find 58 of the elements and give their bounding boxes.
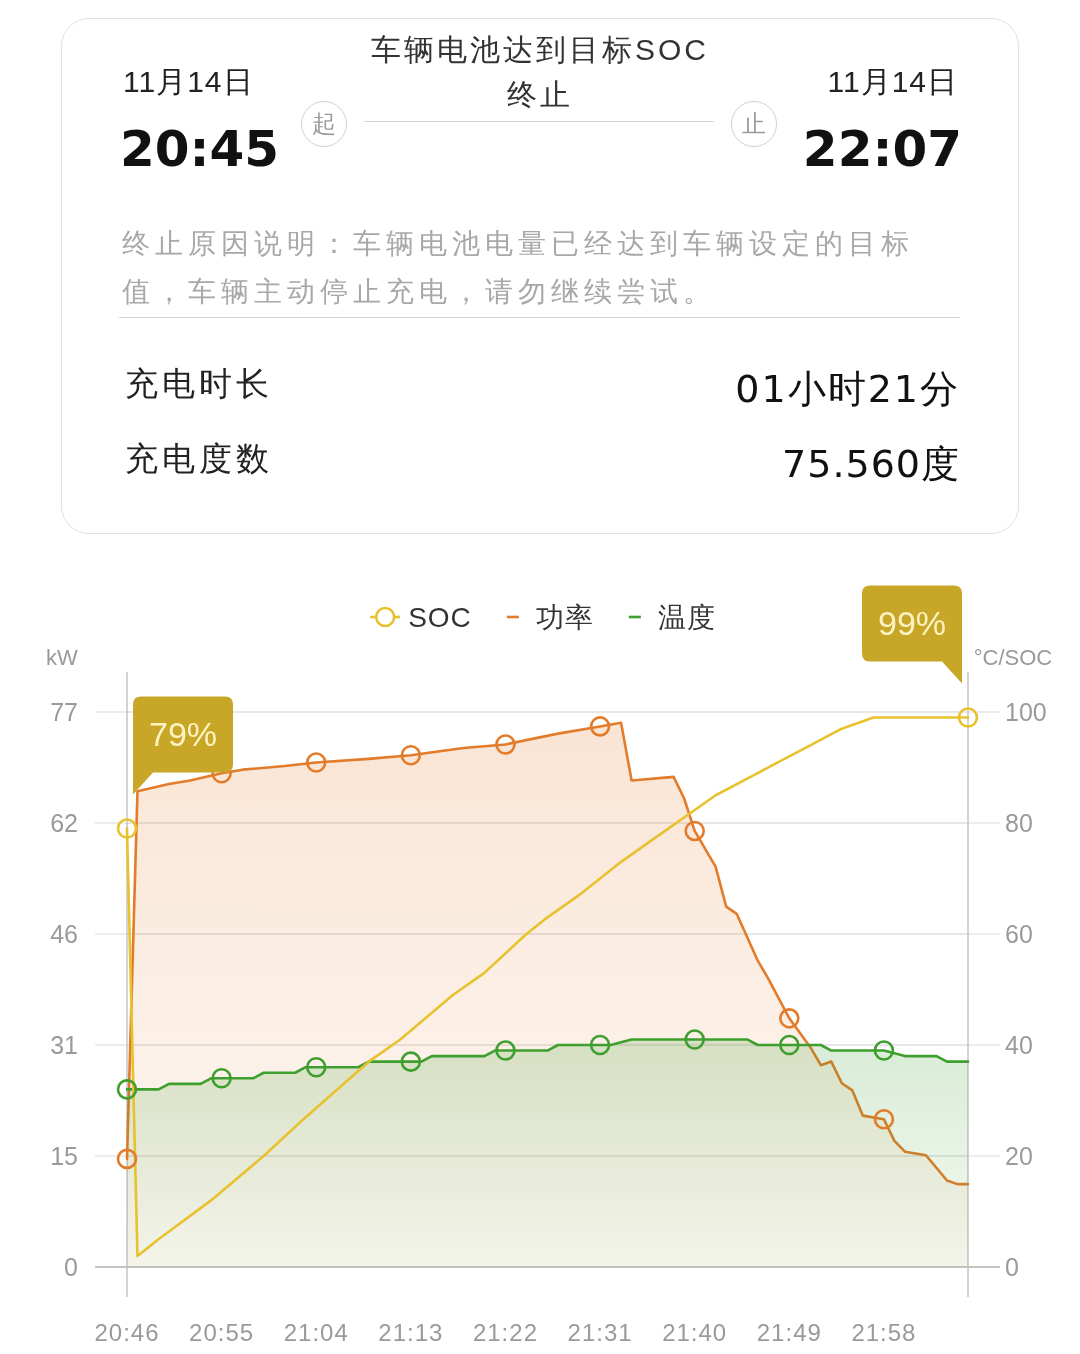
point — [779, 1008, 800, 1029]
point — [589, 716, 611, 737]
point — [116, 1148, 138, 1170]
point — [684, 1029, 705, 1050]
text: 车辆电池达到目标SOC终止 — [370, 32, 710, 113]
text: 起 — [301, 101, 347, 147]
y2-tick-label: 20 — [1005, 1141, 1033, 1170]
point — [305, 1056, 327, 1078]
x-tick-label: 21:58 — [851, 1319, 917, 1347]
x-tick-label: 20:55 — [189, 1319, 255, 1347]
text: 11月14日 — [827, 64, 958, 100]
annotation: 79% — [148, 715, 218, 754]
y2-tick-label: 40 — [1005, 1030, 1033, 1059]
point — [684, 820, 705, 842]
legend-label: 温度 — [657, 601, 716, 633]
x-tick-label: 21:22 — [472, 1319, 538, 1347]
point — [873, 1040, 895, 1061]
legend-label: 功率 — [535, 601, 594, 633]
text: 20:45 — [120, 119, 280, 179]
y-tick-label: 31 — [50, 1030, 78, 1059]
point — [305, 752, 327, 773]
point — [400, 1051, 422, 1072]
text: 终止原因说明：车辆电池电量已经达到车辆设定的目标值，车辆主动停止充电，请勿继续尝试。 — [122, 227, 915, 309]
text: 止 — [731, 101, 777, 147]
x-tick-label: 21:31 — [567, 1319, 633, 1347]
point — [779, 1034, 800, 1056]
y-tick-label: 46 — [50, 919, 78, 948]
point — [211, 1068, 232, 1089]
y-tick-label: 0 — [64, 1252, 78, 1281]
point — [116, 818, 138, 839]
text: 01小时21分 — [735, 366, 960, 412]
x-tick-label: 21:40 — [662, 1319, 728, 1347]
point — [873, 1108, 895, 1130]
text: 充电度数 — [125, 439, 273, 479]
y2-tick-label: 80 — [1005, 808, 1033, 837]
point — [495, 734, 516, 755]
legend-label: SOC — [408, 601, 472, 633]
y-tick-label: 77 — [50, 697, 78, 726]
point — [589, 1034, 611, 1056]
x-tick-label: 20:46 — [94, 1319, 160, 1347]
y2-tick-label: 60 — [1005, 919, 1033, 948]
point — [116, 1079, 138, 1100]
y-tick-label: 15 — [50, 1141, 78, 1170]
y2-tick-label: 0 — [1005, 1252, 1019, 1281]
x-tick-label: 21:13 — [378, 1319, 444, 1347]
point — [957, 707, 979, 728]
y-axis-title: kW — [46, 644, 79, 670]
text: 充电时长 — [125, 364, 273, 404]
y2-tick-label: 100 — [1005, 697, 1047, 726]
text: 75.560度 — [782, 441, 960, 487]
y2-axis-title: °C/SOC — [973, 644, 1053, 670]
point — [400, 744, 422, 766]
text: 22:07 — [802, 119, 962, 179]
x-tick-label: 21:04 — [283, 1319, 349, 1347]
point — [495, 1040, 516, 1061]
text: 11月14日 — [123, 64, 254, 100]
x-tick-label: 21:49 — [756, 1319, 822, 1347]
y-tick-label: 62 — [50, 808, 78, 837]
